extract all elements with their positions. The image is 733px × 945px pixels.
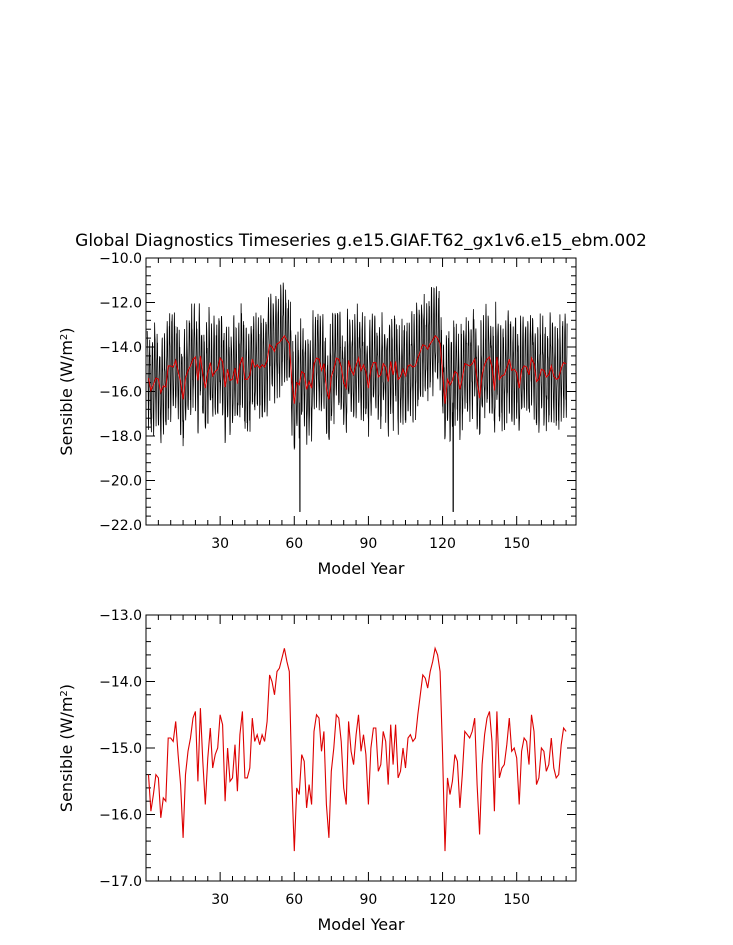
x-tick-label: 150	[503, 892, 530, 908]
top-panel-y-axis-label: Sensible (W/m2)	[57, 327, 76, 455]
x-tick-label: 90	[359, 536, 377, 552]
annual-mean-series-line	[147, 334, 567, 404]
y-tick-label: −20.0	[99, 474, 142, 490]
top-panel-tick-labels: 30 60 90 120 150 −22.0 −20.0 −18.0 −16.0 −14.0 −12…	[99, 251, 530, 552]
bottom-panel: 30 60 90 120 150 −17.0 −16.0 −15.0 −14.0 −13.0 Mo…	[57, 608, 577, 934]
x-tick-label: 60	[285, 536, 303, 552]
bottom-panel-plot-area	[147, 646, 567, 852]
bottom-panel-tick-labels: 30 60 90 120 150 −17.0 −16.0 −15.0 −14.0 −13.0	[99, 608, 530, 908]
x-tick-label: 120	[429, 536, 456, 552]
x-tick-label: 30	[211, 536, 229, 552]
top-panel-ticks	[146, 257, 576, 526]
y-tick-label: −13.0	[99, 608, 142, 624]
x-tick-label: 60	[285, 892, 303, 908]
y-tick-label: −10.0	[99, 251, 142, 267]
y-tick-label: −15.0	[99, 741, 142, 757]
bottom-panel-frame	[145, 614, 577, 882]
monthly-series-line	[146, 282, 568, 513]
bottom-panel-ticks	[146, 614, 576, 882]
top-panel-x-axis-label: Model Year	[318, 559, 405, 578]
annual-mean-series-line	[147, 646, 567, 852]
y-tick-label: −14.0	[99, 675, 142, 691]
y-tick-label: −16.0	[99, 385, 142, 401]
bottom-panel-x-axis-label: Model Year	[318, 915, 405, 934]
y-tick-label: −16.0	[99, 808, 142, 824]
y-tick-label: −22.0	[99, 518, 142, 534]
x-tick-label: 120	[429, 892, 456, 908]
x-tick-label: 30	[211, 892, 229, 908]
y-tick-label: −14.0	[99, 340, 142, 356]
top-panel-frame	[145, 257, 577, 526]
chart-title: Global Diagnostics Timeseries g.e15.GIAF…	[75, 231, 647, 251]
y-tick-label: −18.0	[99, 429, 142, 445]
bottom-panel-y-axis-label: Sensible (W/m2)	[57, 684, 76, 812]
top-panel: 30 60 90 120 150 −22.0 −20.0 −18.0 −16.0 −14.0 −12…	[57, 251, 577, 578]
y-tick-label: −17.0	[99, 874, 142, 890]
y-tick-label: −12.0	[99, 296, 142, 312]
x-tick-label: 90	[359, 892, 377, 908]
x-tick-label: 150	[503, 536, 530, 552]
top-panel-plot-area	[146, 282, 568, 513]
